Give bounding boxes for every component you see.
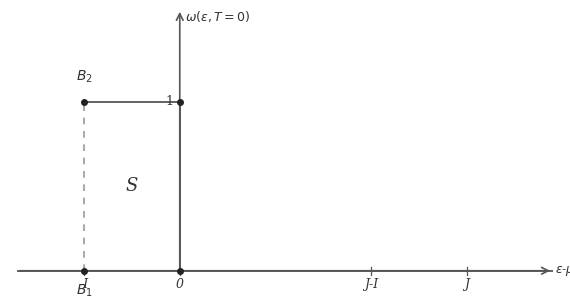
- Text: -I: -I: [79, 278, 89, 291]
- Text: J-I: J-I: [364, 278, 378, 291]
- Text: $B_2$: $B_2$: [76, 69, 92, 85]
- Text: $B_1$: $B_1$: [76, 283, 92, 299]
- Text: 0: 0: [176, 278, 184, 291]
- Text: $\omega(\varepsilon, T=0)$: $\omega(\varepsilon, T=0)$: [185, 9, 251, 24]
- Text: $\varepsilon$-$\mu$: $\varepsilon$-$\mu$: [555, 264, 570, 278]
- Text: J: J: [465, 278, 469, 291]
- Text: 1: 1: [165, 95, 173, 108]
- Text: S: S: [126, 177, 138, 195]
